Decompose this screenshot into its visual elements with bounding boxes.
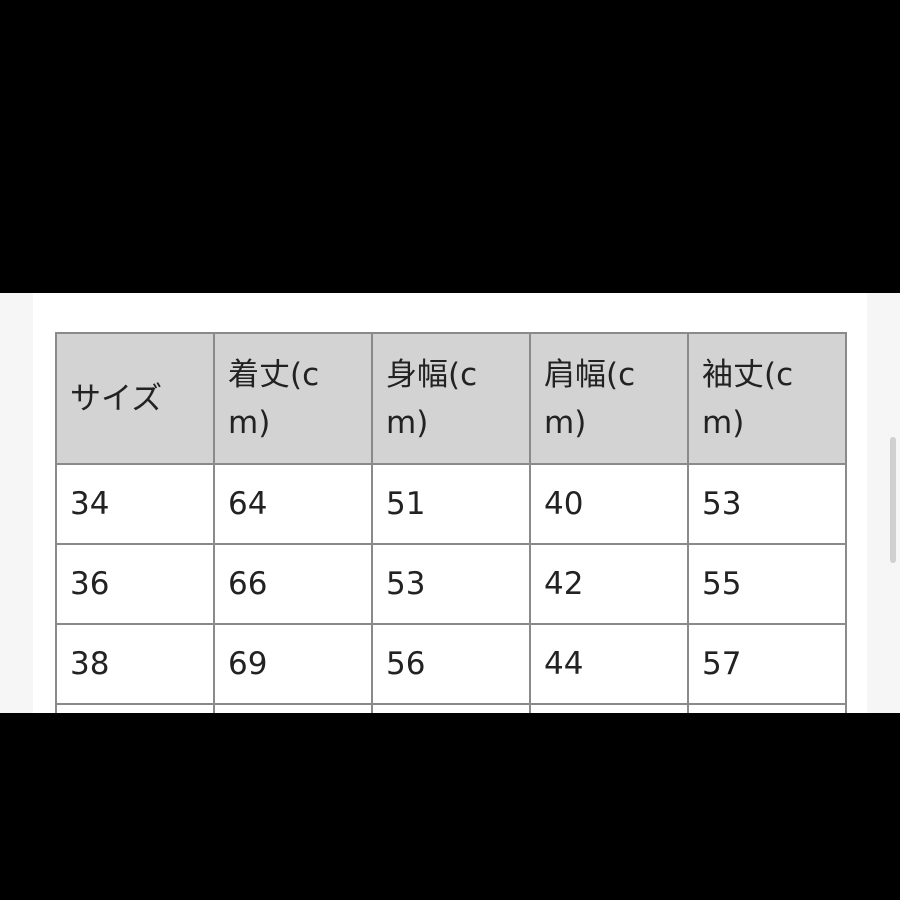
cell-sleeve	[687, 703, 847, 713]
cell-length: 69	[213, 623, 373, 705]
cell-shoulder	[529, 703, 689, 713]
header-shoulder: 肩幅(cm)	[529, 332, 689, 465]
header-label: 身幅(cm)	[386, 356, 478, 441]
cell-sleeve: 55	[687, 543, 847, 625]
cell-size: 36	[55, 543, 215, 625]
table-row: 36 66 53 42 55	[55, 543, 847, 625]
cell-shoulder: 44	[529, 623, 689, 705]
left-margin	[0, 293, 33, 713]
cell-width	[371, 703, 531, 713]
header-sleeve: 袖丈(cm)	[687, 332, 847, 465]
cell-size: 38	[55, 623, 215, 705]
cell-size	[55, 703, 215, 713]
cell-shoulder: 42	[529, 543, 689, 625]
cell-width: 53	[371, 543, 531, 625]
table-row	[55, 703, 847, 713]
header-label: サイズ	[70, 380, 163, 417]
cell-size: 34	[55, 463, 215, 545]
vertical-scrollbar[interactable]	[890, 437, 896, 563]
cell-sleeve: 57	[687, 623, 847, 705]
page-content: サイズ 着丈(cm) 身幅(cm) 肩幅(cm) 袖丈(cm) 34 64 51…	[0, 293, 900, 713]
header-size: サイズ	[55, 332, 215, 465]
table-row: 38 69 56 44 57	[55, 623, 847, 705]
header-label: 着丈(cm)	[228, 356, 320, 441]
cell-length: 64	[213, 463, 373, 545]
header-length: 着丈(cm)	[213, 332, 373, 465]
cell-shoulder: 40	[529, 463, 689, 545]
table-row: 34 64 51 40 53	[55, 463, 847, 545]
size-chart-table: サイズ 着丈(cm) 身幅(cm) 肩幅(cm) 袖丈(cm) 34 64 51…	[55, 332, 847, 713]
table-header-row: サイズ 着丈(cm) 身幅(cm) 肩幅(cm) 袖丈(cm)	[55, 332, 847, 465]
cell-width: 51	[371, 463, 531, 545]
header-width: 身幅(cm)	[371, 332, 531, 465]
cell-width: 56	[371, 623, 531, 705]
cell-sleeve: 53	[687, 463, 847, 545]
cell-length: 66	[213, 543, 373, 625]
header-label: 袖丈(cm)	[702, 356, 794, 441]
cell-length	[213, 703, 373, 713]
header-label: 肩幅(cm)	[544, 356, 636, 441]
